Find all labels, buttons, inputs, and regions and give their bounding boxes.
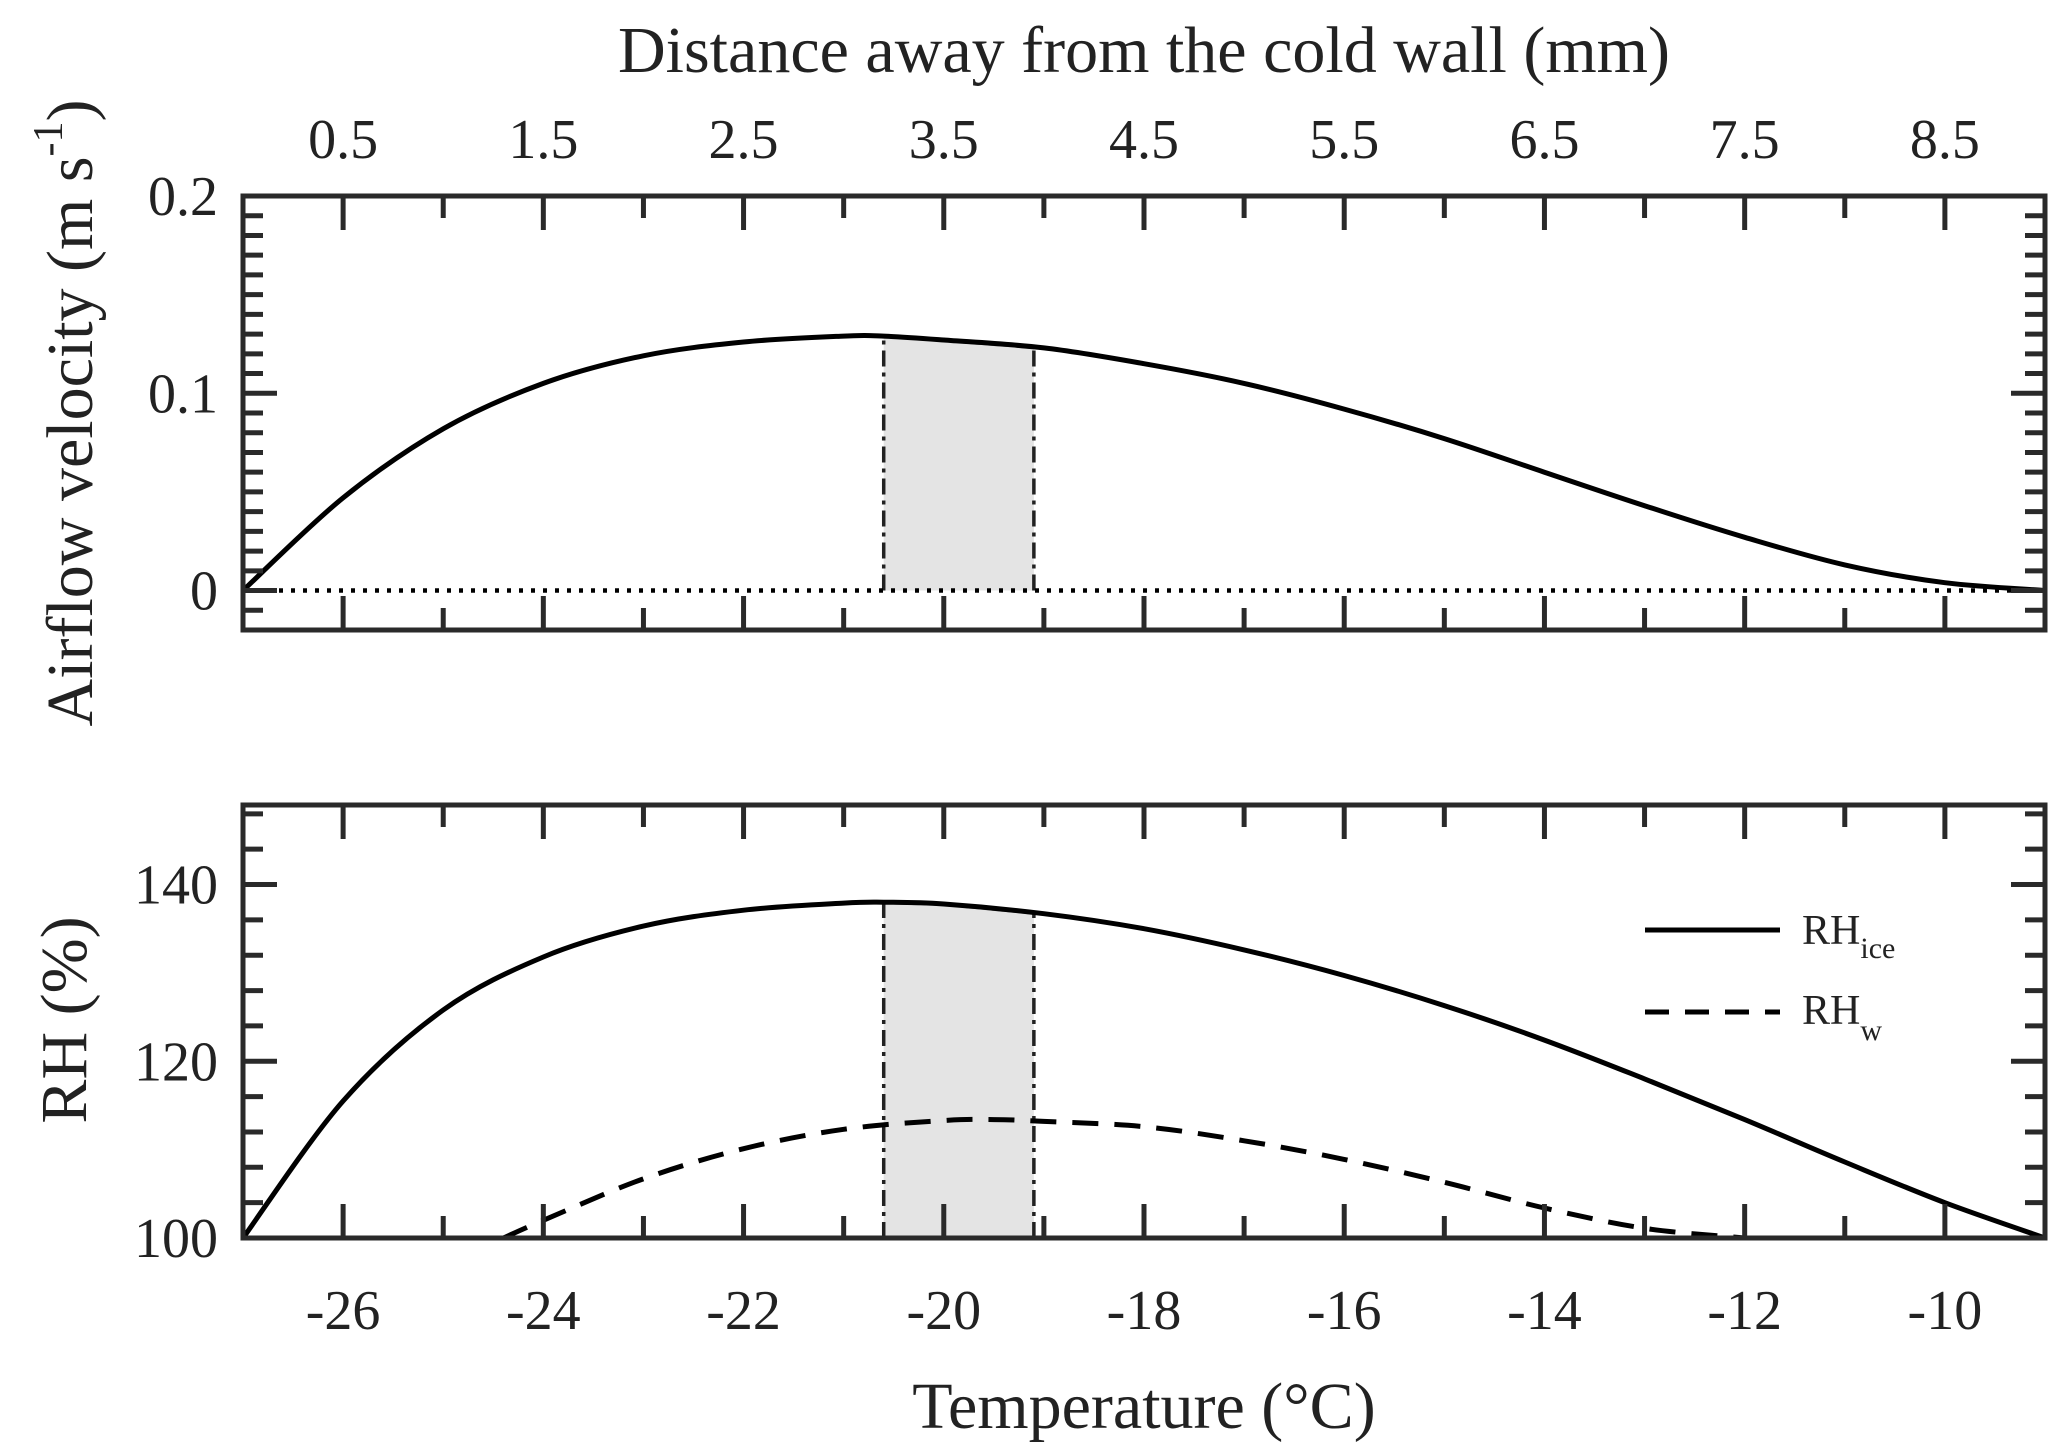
bottom-series-rh-ice-line [243,899,2045,1238]
legend-label-rh-ice: RHice [1802,908,1895,965]
top-x-tick-label: 2.5 [709,109,779,171]
bottom-panel-frame [240,802,2048,1241]
legend-label-rh-w-main: RH [1802,988,1860,1034]
top-x-tick-label: 1.5 [508,109,578,171]
bottom-x-tick-label: -26 [306,1280,381,1342]
legend: RHice RHw [1645,908,1895,1047]
bottom-x-tick-label: -10 [1908,1280,1983,1342]
bottom-series-rh-w-line [502,1116,1745,1238]
bottom-x-tick-label: -14 [1507,1280,1582,1342]
top-y-tick-label: 0.2 [148,166,218,228]
legend-label-rh-ice-main: RH [1802,908,1860,954]
top-panel-frame [240,193,2048,633]
top-x-tick-label: 0.5 [308,109,378,171]
bottom-x-tick-label: -24 [506,1280,581,1342]
bottom-y-tick-label: 100 [134,1208,218,1270]
bottom-panel: -26 -24 -22 -20 -18 -16 -14 -12 -10 100 120 140 [134,802,2048,1342]
top-x-tick-label: 4.5 [1109,109,1179,171]
top-panel: 0.5 1.5 2.5 3.5 4.5 5.5 6.5 7.5 8.5 0 0.1 0.2 [148,109,2048,633]
bottom-x-tick-label: -20 [906,1280,981,1342]
top-x-tick-label: 3.5 [909,109,979,171]
top-x-tick-label: 7.5 [1710,109,1780,171]
top-shaded-region [883,336,1034,591]
bottom-x-tick-label: -18 [1107,1280,1182,1342]
bottom-x-tick-label: -12 [1707,1280,1782,1342]
top-y-axis-title: Airflow velocity (m s-1) [26,99,107,726]
bottom-x-tick-label: -16 [1307,1280,1382,1342]
bottom-x-tick-label: -22 [706,1280,781,1342]
bottom-y-tick-label: 140 [134,855,218,917]
top-x-tick-label: 8.5 [1910,109,1980,171]
legend-label-rh-w-sub: w [1860,1014,1882,1047]
top-x-tick-label: 5.5 [1309,109,1379,171]
bottom-x-axis-title: Temperature (°C) [912,1370,1375,1443]
legend-label-rh-ice-sub: ice [1860,932,1895,965]
top-y-tick-label: 0.1 [148,363,218,425]
bottom-shaded-region [883,902,1034,1238]
bottom-y-axis-title: RH (%) [28,916,101,1123]
bottom-y-tick-label: 120 [134,1031,218,1093]
top-y-axis-title-main: Airflow velocity (m s [34,156,107,726]
top-x-tick-label: 6.5 [1509,109,1579,171]
top-x-axis-title: Distance away from the cold wall (mm) [618,14,1670,87]
top-series-airflow-velocity-line [243,332,2045,593]
top-y-axis-title-sup: -1 [26,121,72,156]
top-y-axis-title-close: ) [34,99,107,121]
top-y-tick-label: 0 [190,561,218,623]
legend-label-rh-w: RHw [1802,988,1882,1047]
